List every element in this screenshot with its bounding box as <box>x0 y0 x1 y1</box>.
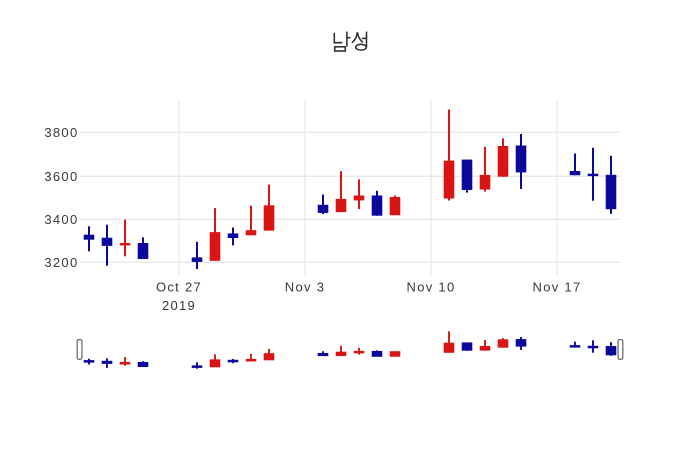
svg-text:3800: 3800 <box>44 125 78 140</box>
svg-text:3600: 3600 <box>44 169 78 184</box>
svg-text:2019: 2019 <box>162 298 196 313</box>
svg-text:3400: 3400 <box>44 212 78 227</box>
svg-text:Nov 10: Nov 10 <box>407 280 456 295</box>
svg-text:Nov 3: Nov 3 <box>285 280 325 295</box>
svg-text:Nov 17: Nov 17 <box>533 280 582 295</box>
svg-text:3200: 3200 <box>44 255 78 270</box>
svg-text:Oct 27: Oct 27 <box>156 280 202 295</box>
